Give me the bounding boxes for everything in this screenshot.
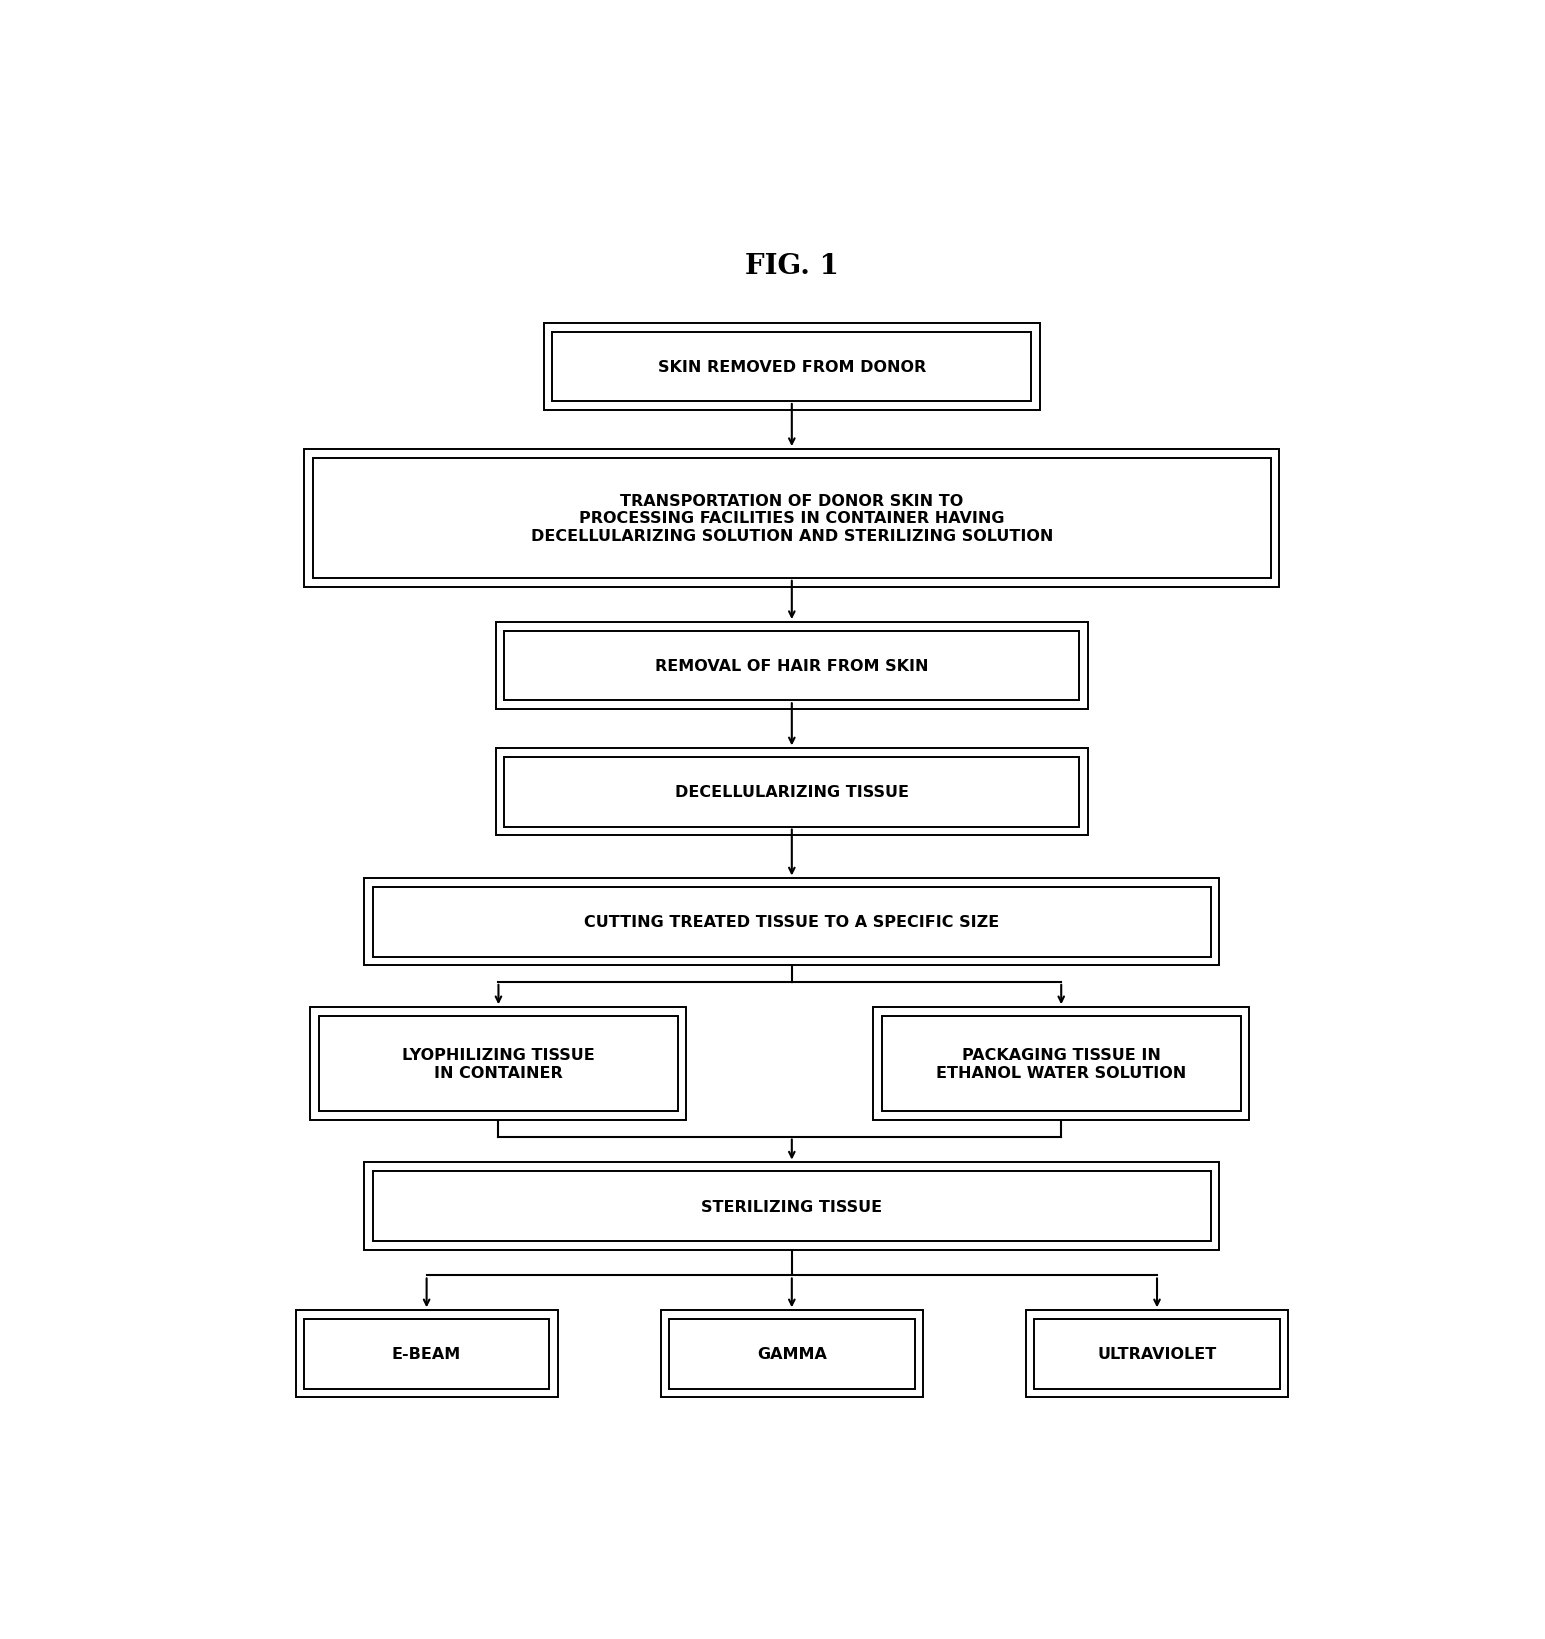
Text: FIG. 1: FIG. 1 bbox=[745, 252, 839, 280]
Bar bbox=[365, 879, 1219, 965]
Bar bbox=[544, 323, 1040, 411]
Text: LYOPHILIZING TISSUE
IN CONTAINER: LYOPHILIZING TISSUE IN CONTAINER bbox=[402, 1047, 595, 1080]
Bar bbox=[372, 1172, 1211, 1241]
Bar bbox=[882, 1016, 1241, 1111]
Bar bbox=[318, 1016, 678, 1111]
Bar bbox=[504, 631, 1078, 701]
Bar bbox=[553, 333, 1032, 402]
Bar bbox=[873, 1008, 1250, 1119]
Text: REMOVAL OF HAIR FROM SKIN: REMOVAL OF HAIR FROM SKIN bbox=[655, 659, 929, 674]
Bar bbox=[669, 1319, 915, 1388]
Bar bbox=[1034, 1319, 1279, 1388]
Text: STERILIZING TISSUE: STERILIZING TISSUE bbox=[701, 1198, 882, 1214]
Bar bbox=[661, 1311, 922, 1398]
Text: ULTRAVIOLET: ULTRAVIOLET bbox=[1097, 1347, 1216, 1362]
Bar bbox=[496, 749, 1088, 836]
Text: PACKAGING TISSUE IN
ETHANOL WATER SOLUTION: PACKAGING TISSUE IN ETHANOL WATER SOLUTI… bbox=[936, 1047, 1187, 1080]
Text: SKIN REMOVED FROM DONOR: SKIN REMOVED FROM DONOR bbox=[658, 359, 925, 375]
Text: DECELLULARIZING TISSUE: DECELLULARIZING TISSUE bbox=[675, 785, 908, 800]
Bar bbox=[311, 1008, 686, 1119]
Text: CUTTING TREATED TISSUE TO A SPECIFIC SIZE: CUTTING TREATED TISSUE TO A SPECIFIC SIZ… bbox=[584, 915, 1000, 929]
Text: TRANSPORTATION OF DONOR SKIN TO
PROCESSING FACILITIES IN CONTAINER HAVING
DECELL: TRANSPORTATION OF DONOR SKIN TO PROCESSI… bbox=[530, 493, 1054, 544]
Text: GAMMA: GAMMA bbox=[757, 1347, 827, 1362]
Bar bbox=[372, 888, 1211, 957]
Bar bbox=[496, 623, 1088, 710]
Bar bbox=[304, 449, 1279, 587]
Bar bbox=[365, 1162, 1219, 1251]
Bar bbox=[312, 459, 1270, 579]
Bar bbox=[304, 1319, 550, 1388]
Bar bbox=[295, 1311, 558, 1398]
Bar bbox=[504, 757, 1078, 828]
Text: E-BEAM: E-BEAM bbox=[392, 1347, 462, 1362]
Bar bbox=[1026, 1311, 1289, 1398]
